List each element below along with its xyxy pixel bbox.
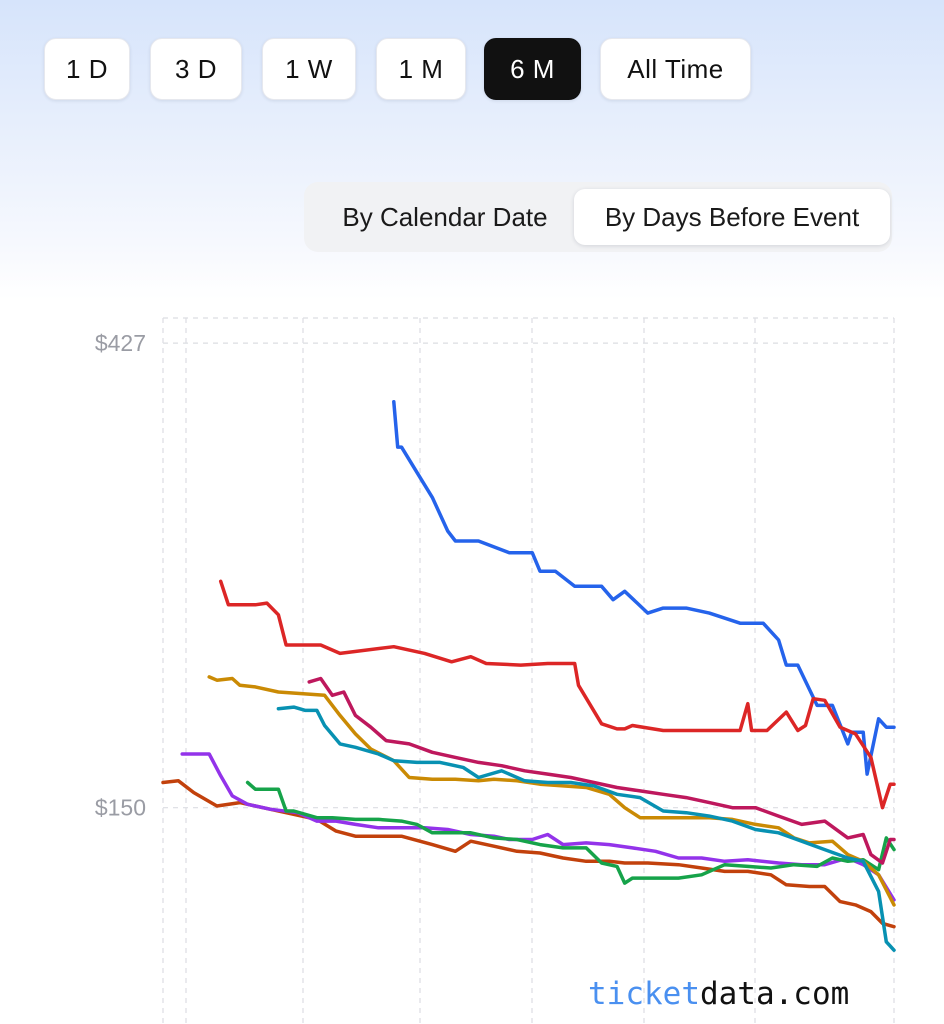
chart-grid — [162, 317, 895, 1024]
price-line-series-6 — [307, 676, 896, 865]
by-calendar-date-option[interactable]: By Calendar Date — [342, 201, 548, 232]
range-button-all-time[interactable]: All Time — [600, 38, 751, 100]
range-button-1w[interactable]: 1 W — [262, 38, 356, 100]
price-series-lines — [161, 400, 896, 952]
watermark-part-ticket: ticket — [588, 976, 700, 1012]
price-line-series-2 — [161, 779, 896, 929]
price-history-chart: $427 $150 — [95, 317, 896, 1024]
range-button-3d[interactable]: 3 D — [150, 38, 242, 100]
y-tick-label-0: $427 — [95, 330, 146, 356]
price-line-series-3 — [180, 752, 896, 902]
price-line-series-0 — [392, 400, 896, 776]
y-axis-labels: $427 $150 — [95, 330, 146, 821]
range-button-1m[interactable]: 1 M — [376, 38, 466, 100]
x-axis-mode-toggle: By Calendar Date By Days Before Event — [304, 182, 892, 252]
range-button-1d[interactable]: 1 D — [44, 38, 130, 100]
watermark-part-data: data.com — [699, 976, 850, 1012]
price-line-series-7 — [276, 705, 896, 952]
by-days-before-event-option[interactable]: By Days Before Event — [574, 189, 890, 245]
price-line-series-1 — [218, 579, 896, 810]
y-tick-label-1: $150 — [95, 795, 146, 821]
ticketdata-watermark: ticketdata.com — [588, 976, 849, 1012]
price-line-series-4 — [245, 780, 896, 885]
range-button-6m[interactable]: 6 M — [484, 38, 581, 100]
